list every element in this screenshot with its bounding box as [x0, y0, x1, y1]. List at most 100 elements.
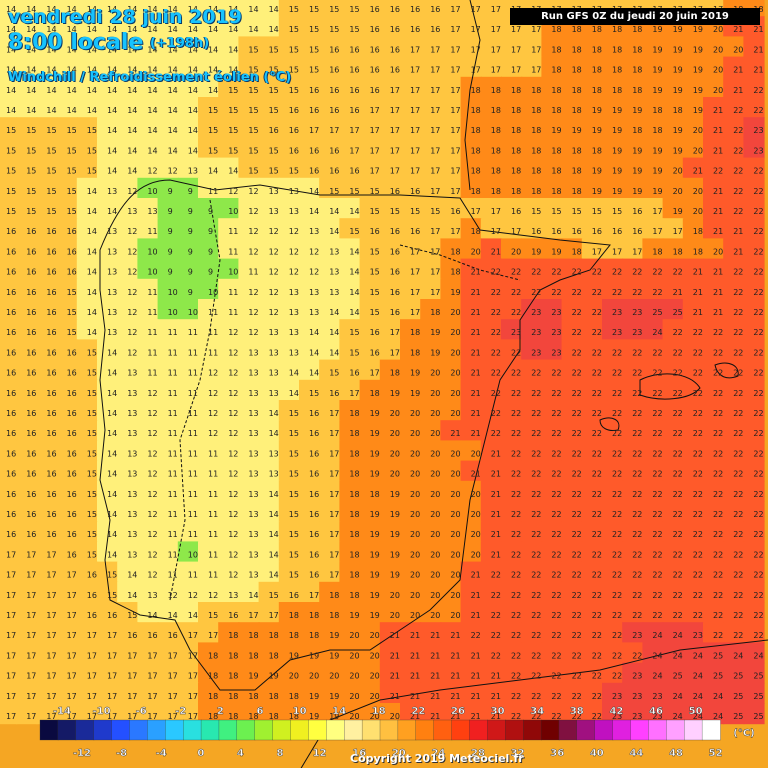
grid-cell	[379, 56, 401, 78]
grid-value: 22	[491, 591, 501, 600]
grid-cell	[218, 97, 240, 119]
grid-value: 13	[289, 288, 299, 297]
grid-cell	[16, 117, 38, 139]
grid-cell	[662, 359, 684, 381]
grid-value: 15	[309, 25, 319, 34]
grid-cell	[480, 117, 502, 139]
grid-cell	[278, 379, 300, 401]
grid-value: 13	[248, 449, 258, 458]
grid-value: 22	[572, 672, 582, 681]
legend-swatch	[93, 719, 113, 741]
grid-cell	[238, 258, 260, 280]
grid-value: 16	[67, 530, 77, 539]
grid-value: 17	[188, 651, 198, 660]
legend-swatch	[433, 719, 453, 741]
grid-cell	[359, 137, 381, 159]
grid-value: 22	[551, 550, 561, 559]
grid-value: 14	[208, 86, 218, 95]
grid-cell	[682, 278, 704, 300]
grid-value: 22	[632, 348, 642, 357]
legend-swatch	[558, 719, 578, 741]
grid-value: 14	[147, 106, 157, 115]
grid-value: 9	[208, 268, 213, 277]
grid-value: 22	[693, 470, 703, 479]
grid-cell	[218, 36, 240, 58]
grid-cell	[258, 339, 280, 361]
grid-value: 14	[269, 5, 279, 14]
grid-value: 17	[6, 631, 16, 640]
grid-value: 21	[471, 470, 481, 479]
grid-cell	[238, 97, 260, 119]
grid-value: 22	[531, 631, 541, 640]
grid-cell	[743, 400, 765, 422]
legend-color-bar	[39, 719, 721, 741]
grid-value: 22	[652, 591, 662, 600]
grid-cell	[198, 480, 220, 502]
grid-cell	[258, 400, 280, 422]
grid-value: 17	[511, 25, 521, 34]
grid-cell	[218, 299, 240, 321]
grid-value: 17	[127, 651, 137, 660]
grid-cell	[36, 177, 58, 199]
grid-cell	[258, 218, 280, 240]
grid-value: 20	[733, 45, 743, 54]
grid-value: 22	[632, 409, 642, 418]
grid-cell	[460, 359, 482, 381]
grid-cell	[642, 76, 664, 98]
grid-cell	[420, 218, 442, 240]
grid-value: 11	[208, 470, 218, 479]
grid-cell	[501, 177, 523, 199]
grid-value: 22	[753, 268, 763, 277]
grid-cell	[480, 400, 502, 422]
grid-value: 17	[67, 591, 77, 600]
grid-value: 20	[693, 126, 703, 135]
grid-value: 16	[370, 328, 380, 337]
grid-value: 16	[289, 106, 299, 115]
grid-cell	[662, 258, 684, 280]
grid-cell	[521, 117, 543, 139]
grid-value: 12	[228, 369, 238, 378]
grid-value: 19	[390, 490, 400, 499]
grid-value: 15	[269, 167, 279, 176]
grid-value: 15	[329, 187, 339, 196]
grid-value: 17	[147, 672, 157, 681]
grid-value: 21	[471, 672, 481, 681]
grid-value: 22	[592, 490, 602, 499]
grid-cell	[622, 278, 644, 300]
grid-value: 11	[208, 530, 218, 539]
grid-value: 13	[269, 187, 279, 196]
grid-value: 21	[713, 268, 723, 277]
grid-cell	[420, 440, 442, 462]
grid-cell	[723, 501, 745, 523]
grid-value: 22	[572, 328, 582, 337]
grid-cell	[238, 238, 260, 260]
grid-value: 17	[6, 672, 16, 681]
grid-value: 18	[572, 45, 582, 54]
grid-cell	[581, 440, 603, 462]
grid-value: 14	[147, 126, 157, 135]
grid-cell	[0, 97, 18, 119]
grid-value: 15	[87, 490, 97, 499]
grid-cell	[581, 218, 603, 240]
grid-cell	[359, 157, 381, 179]
grid-cell	[521, 218, 543, 240]
grid-value: 18	[551, 86, 561, 95]
grid-cell	[420, 16, 442, 38]
grid-cell	[137, 379, 159, 401]
grid-value: 22	[713, 510, 723, 519]
grid-value: 16	[329, 86, 339, 95]
grid-value: 16	[309, 146, 319, 155]
grid-value: 13	[309, 288, 319, 297]
grid-cell	[521, 97, 543, 119]
grid-value: 22	[531, 449, 541, 458]
grid-value: 16	[390, 268, 400, 277]
grid-value: 25	[673, 672, 683, 681]
grid-value: 11	[188, 348, 198, 357]
grid-value: 18	[491, 146, 501, 155]
grid-cell	[117, 278, 139, 300]
grid-value: 20	[390, 591, 400, 600]
grid-cell	[198, 157, 220, 179]
grid-cell	[400, 278, 422, 300]
grid-cell	[642, 501, 664, 523]
grid-cell	[218, 319, 240, 341]
